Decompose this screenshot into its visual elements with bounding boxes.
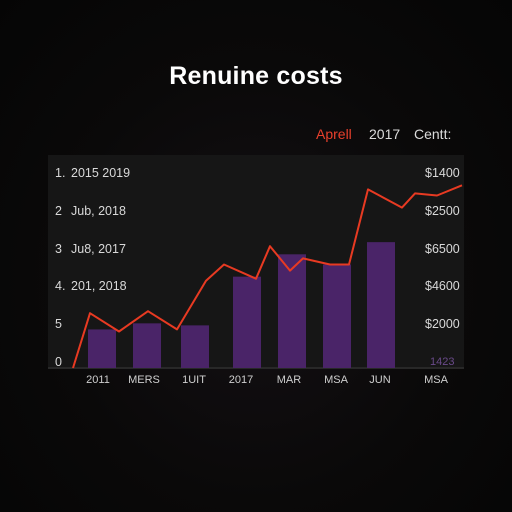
row-number-1: 2 (55, 204, 62, 218)
x-tick-label-2: 1UIT (182, 374, 206, 386)
header-left-label: Aprell (316, 126, 352, 142)
row-number-5: 0 (55, 355, 62, 369)
chart-header: Aprell 2017 Centt: (0, 126, 512, 146)
bar-0 (88, 329, 116, 368)
x-tick-label-7: MSA (424, 374, 448, 386)
row-number-0: 1. (55, 166, 66, 180)
x-tick-label-5: MSA (324, 374, 348, 386)
header-middle-label: 2017 (369, 126, 401, 142)
x-tick-label-1: MERS (128, 374, 160, 386)
x-tick-label-6: JUN (369, 374, 391, 386)
right-label-1: $2500 (425, 204, 460, 218)
right-label-4: $2000 (425, 317, 460, 331)
row-label-2: Ju8, 2017 (71, 242, 126, 256)
cost-line (72, 184, 463, 369)
right-label-5: 1423 (430, 356, 455, 368)
right-label-2: $6500 (425, 242, 460, 256)
right-label-3: $4600 (425, 279, 460, 293)
bar-5 (323, 264, 351, 368)
bar-4 (278, 254, 306, 368)
bar-3 (233, 276, 261, 368)
x-tick-label-3: 2017 (228, 374, 254, 386)
x-tick-label-4: MAR (276, 374, 302, 386)
row-number-3: 4. (55, 279, 66, 293)
right-label-0: $1400 (425, 166, 460, 180)
row-label-0: 2015 2019 (71, 166, 131, 180)
row-label-3: 201, 2018 (71, 279, 127, 293)
chart-title: Renuine costs (169, 62, 343, 90)
header-right-label: Centt: (414, 126, 452, 142)
row-number-2: 3 (55, 242, 62, 256)
bar-2 (181, 325, 209, 368)
bar-6 (367, 242, 395, 368)
x-tick-label-0: 2011 (86, 374, 110, 386)
row-number-4: 5 (55, 317, 62, 331)
bar-1 (133, 323, 161, 368)
row-label-1: Jub, 2018 (71, 204, 126, 218)
